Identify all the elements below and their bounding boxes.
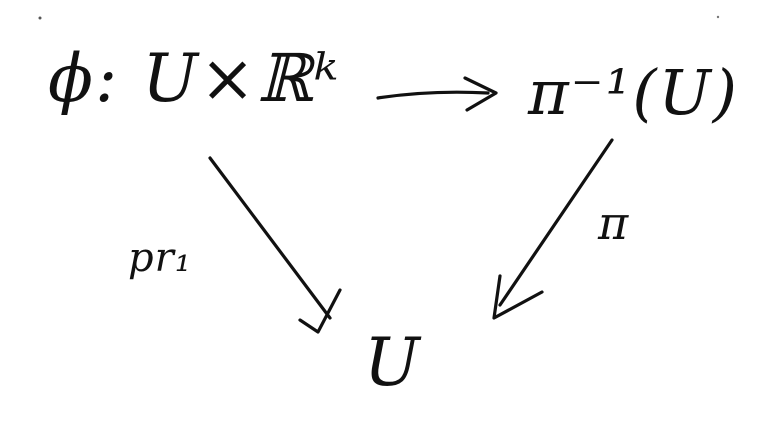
arrow-head	[463, 76, 498, 112]
arrow-shaft	[498, 138, 614, 307]
arrow-shaft	[208, 156, 332, 320]
arrow-head	[492, 274, 544, 320]
arrow-pi	[492, 138, 614, 320]
arrow-phi-to-preimage	[376, 76, 498, 112]
left-arrow-label: pr₁	[128, 235, 192, 281]
top-left-object-label: ϕ: U×ℝᵏ	[48, 40, 341, 117]
arrow-shaft	[376, 90, 490, 100]
stray-dot	[716, 15, 720, 19]
right-arrow-label: π	[598, 196, 629, 250]
arrow-pr1	[208, 156, 342, 334]
stray-dot	[38, 16, 42, 20]
top-right-object-label: π⁻¹(U)	[528, 56, 739, 129]
bottom-object-label: U	[364, 324, 420, 401]
arrow-head	[298, 288, 342, 334]
